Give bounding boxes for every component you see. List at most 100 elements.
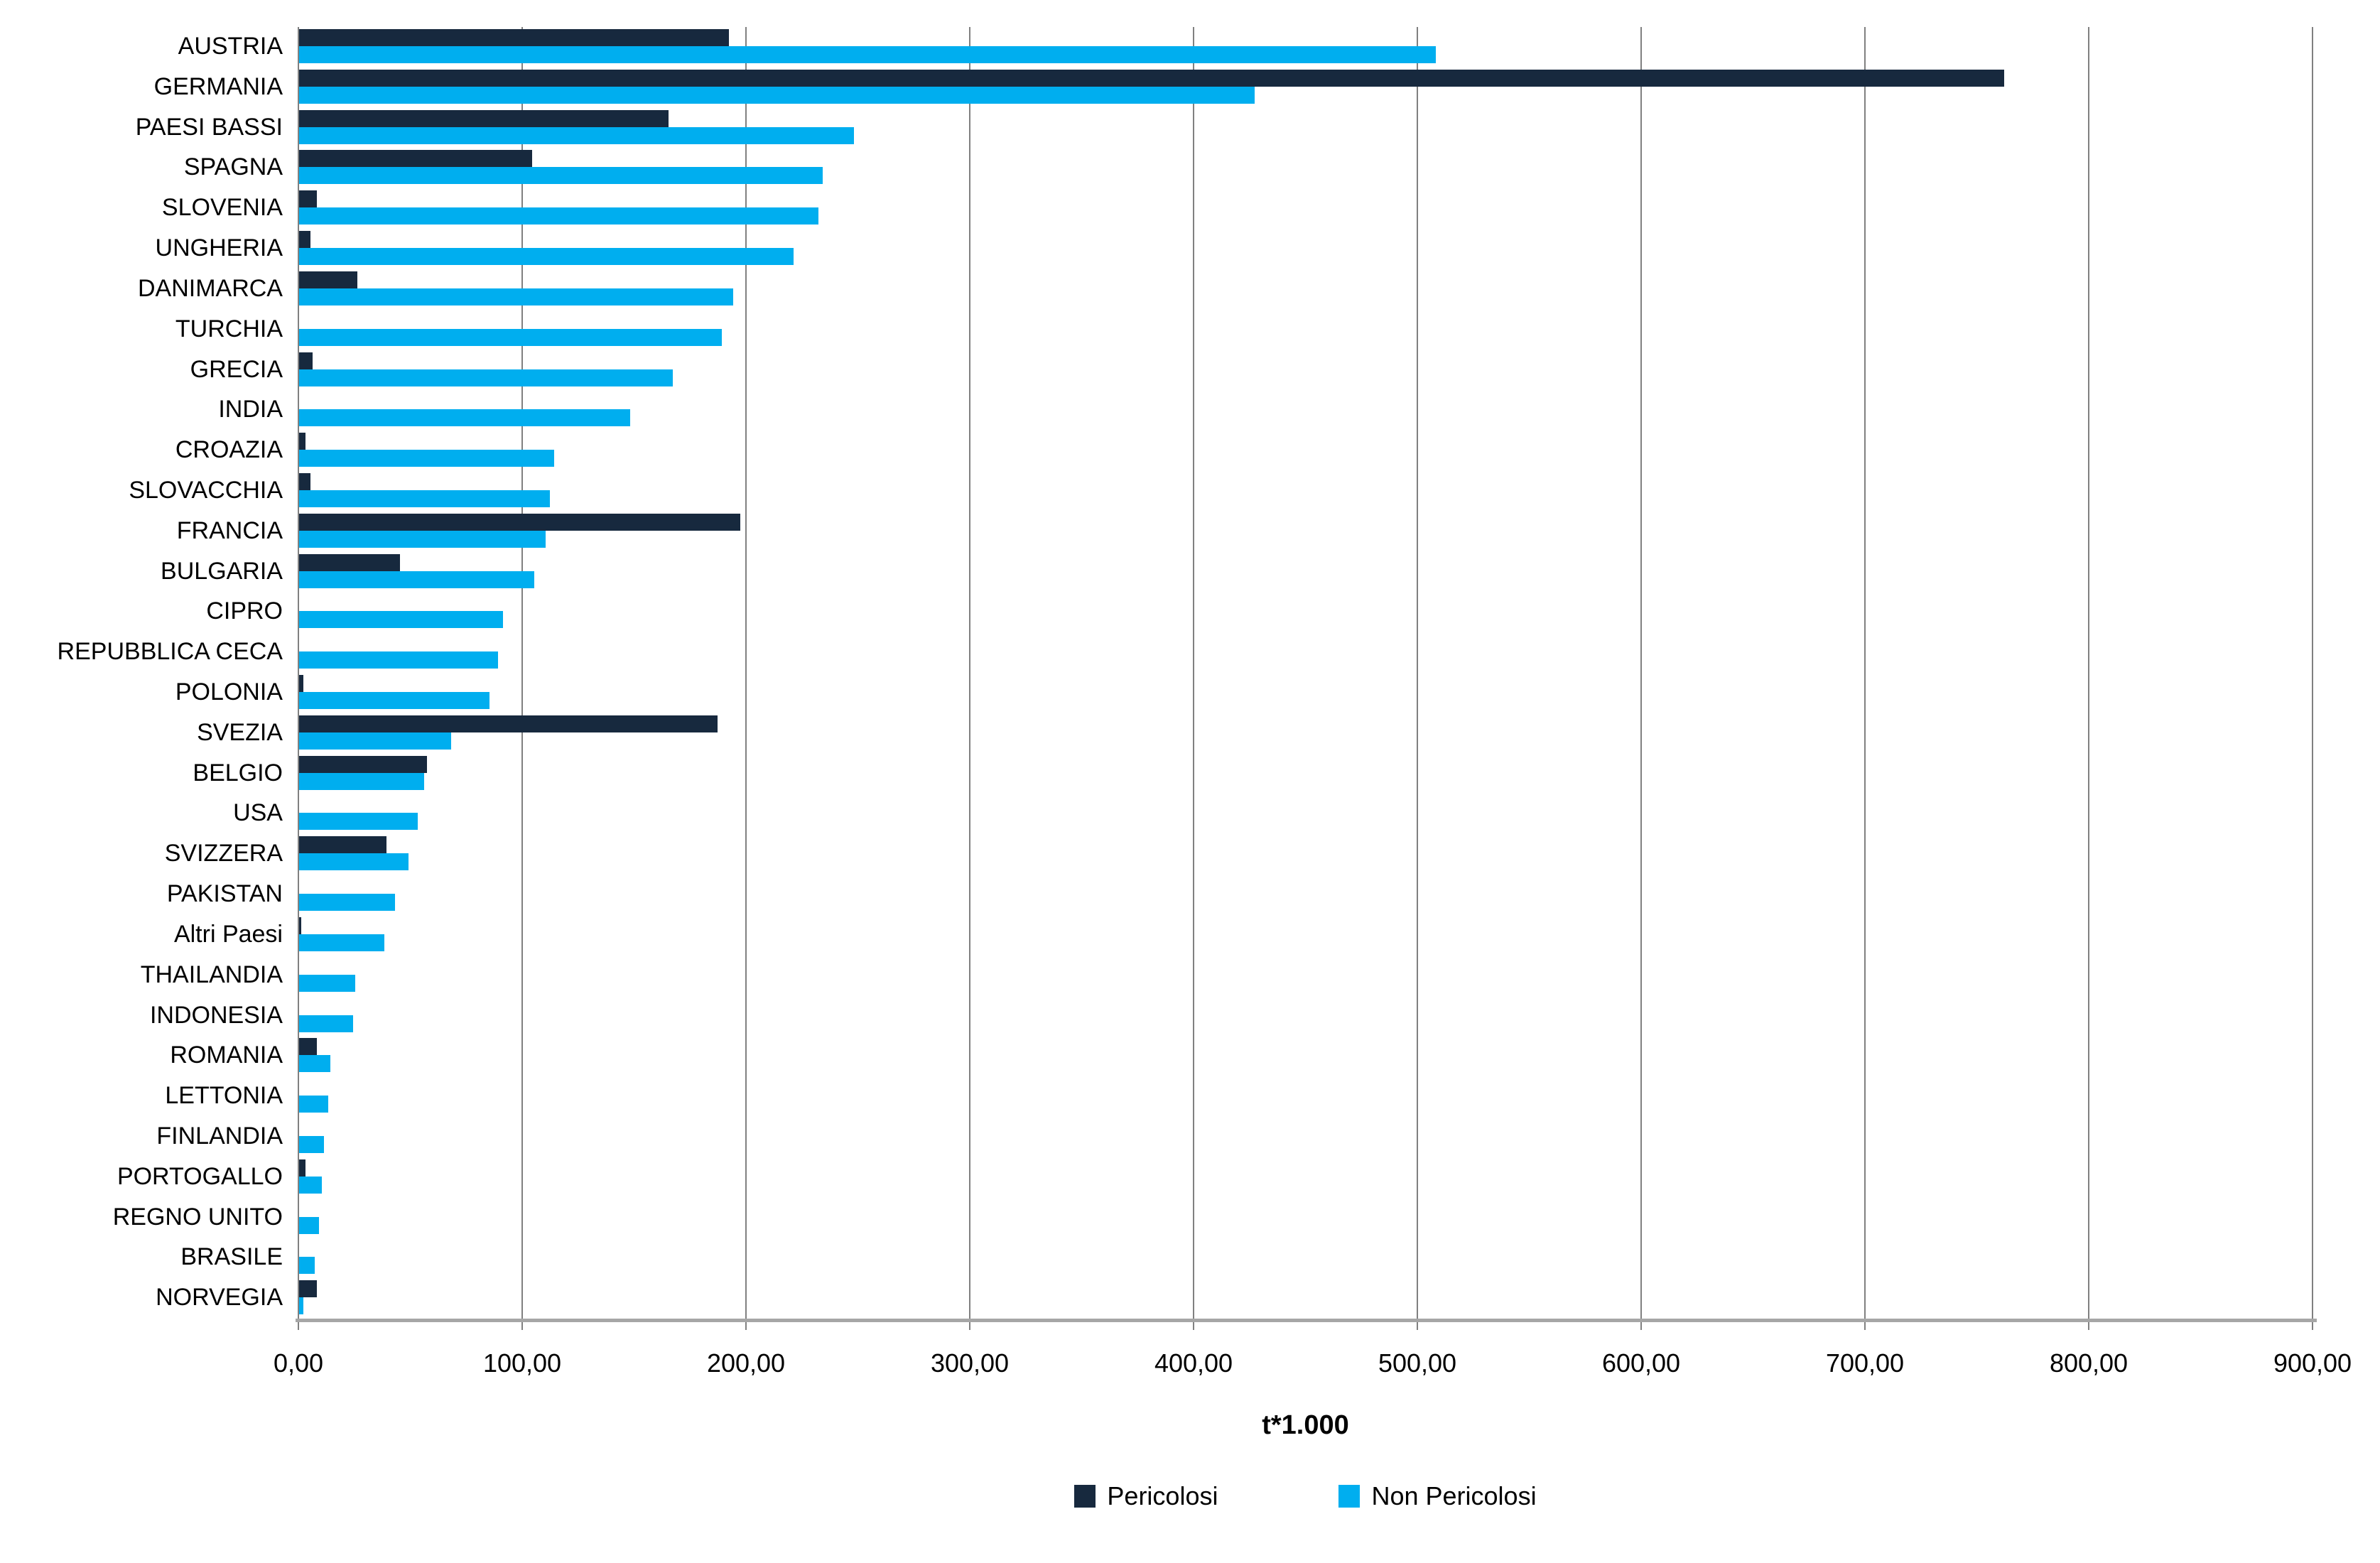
bar-non-pericolosi-india xyxy=(299,409,631,427)
category-label-austria: AUSTRIA xyxy=(178,33,283,60)
legend-item-pericolosi: Pericolosi xyxy=(1074,1481,1218,1511)
category-label-romania: ROMANIA xyxy=(170,1042,283,1069)
x-tick-900 xyxy=(2312,1319,2313,1330)
bar-pericolosi-danimarca xyxy=(299,271,357,288)
bar-pericolosi-romania xyxy=(299,1038,318,1056)
bar-pericolosi-grecia xyxy=(299,352,313,369)
bar-non-pericolosi-francia xyxy=(299,530,546,548)
bar-non-pericolosi-slovenia xyxy=(299,207,818,225)
category-label-lettonia: LETTONIA xyxy=(165,1082,283,1110)
category-label-ungheria: UNGHERIA xyxy=(155,234,283,262)
legend: Pericolosi Non Pericolosi xyxy=(298,1481,2313,1511)
bar-pericolosi-ungheria xyxy=(299,231,310,249)
legend-swatch-non-pericolosi xyxy=(1338,1485,1361,1508)
bar-pericolosi-portogallo xyxy=(299,1159,306,1177)
bar-non-pericolosi-cipro xyxy=(299,611,503,629)
category-label-brasile: BRASILE xyxy=(180,1243,283,1271)
bar-non-pericolosi-croazia xyxy=(299,450,555,467)
bar-pericolosi-croazia xyxy=(299,433,306,450)
category-label-norvegia: NORVEGIA xyxy=(156,1284,283,1311)
x-tick-label-100: 100,00 xyxy=(482,1348,562,1378)
legend-item-non-pericolosi: Non Pericolosi xyxy=(1338,1481,1537,1511)
x-tick-label-500: 500,00 xyxy=(1378,1348,1457,1378)
x-axis-line xyxy=(296,1319,2317,1322)
category-label-slovacchia: SLOVACCHIA xyxy=(129,476,283,504)
bar-non-pericolosi-danimarca xyxy=(299,288,734,305)
bar-pericolosi-belgio xyxy=(299,755,427,773)
bar-non-pericolosi-bulgaria xyxy=(299,570,534,588)
bar-non-pericolosi-svezia xyxy=(299,732,452,750)
bar-pericolosi-germania xyxy=(299,69,2005,87)
bar-non-pericolosi-ungheria xyxy=(299,248,794,266)
bar-non-pericolosi-austria xyxy=(299,46,1437,63)
bar-pericolosi-paesi-bassi xyxy=(299,109,669,127)
gridline-800 xyxy=(2088,27,2089,1319)
bar-non-pericolosi-paesi-bassi xyxy=(299,126,855,144)
category-label-belgio: BELGIO xyxy=(193,759,283,786)
x-tick-800 xyxy=(2088,1319,2089,1330)
bar-non-pericolosi-spagna xyxy=(299,167,823,185)
gridline-400 xyxy=(1193,27,1194,1319)
x-tick-label-0: 0,00 xyxy=(273,1348,324,1378)
x-tick-100 xyxy=(521,1319,523,1330)
category-label-cipro: CIPRO xyxy=(206,597,283,625)
x-tick-label-200: 200,00 xyxy=(706,1348,786,1378)
gridline-700 xyxy=(1864,27,1866,1319)
bar-non-pericolosi-portogallo xyxy=(299,1176,322,1194)
category-label-germania: GERMANIA xyxy=(153,72,283,100)
category-label-croazia: CROAZIA xyxy=(175,436,283,464)
bar-pericolosi-svizzera xyxy=(299,836,386,854)
category-label-finlandia: FINLANDIA xyxy=(156,1122,283,1150)
category-label-grecia: GRECIA xyxy=(190,355,283,383)
legend-label-non-pericolosi: Non Pericolosi xyxy=(1371,1481,1537,1510)
bar-pericolosi-austria xyxy=(299,29,729,46)
gridline-100 xyxy=(521,27,523,1319)
bar-non-pericolosi-norvegia xyxy=(299,1297,304,1315)
category-label-slovenia: SLOVENIA xyxy=(161,194,283,222)
bar-pericolosi-polonia xyxy=(299,675,304,692)
bar-non-pericolosi-brasile xyxy=(299,1257,315,1275)
bar-pericolosi-slovenia xyxy=(299,190,318,208)
bar-non-pericolosi-pakistan xyxy=(299,894,396,912)
gridline-900 xyxy=(2312,27,2313,1319)
category-label-svezia: SVEZIA xyxy=(197,718,283,746)
bar-pericolosi-francia xyxy=(299,513,740,531)
category-label-turchia: TURCHIA xyxy=(175,315,283,342)
legend-swatch-pericolosi xyxy=(1074,1485,1096,1508)
gridline-600 xyxy=(1640,27,1642,1319)
gridline-300 xyxy=(969,27,970,1319)
category-label-spagna: SPAGNA xyxy=(183,153,283,181)
bar-non-pericolosi-usa xyxy=(299,813,418,831)
bar-pericolosi-spagna xyxy=(299,150,532,168)
gridline-0 xyxy=(298,27,299,1319)
category-label-indonesia: INDONESIA xyxy=(149,1001,283,1029)
bar-pericolosi-slovacchia xyxy=(299,472,310,490)
category-label-altri-paesi: Altri Paesi xyxy=(173,920,283,948)
gridline-200 xyxy=(745,27,747,1319)
x-tick-300 xyxy=(969,1319,970,1330)
category-label-repubblica-ceca: REPUBBLICA CECA xyxy=(57,638,283,666)
x-tick-500 xyxy=(1417,1319,1418,1330)
bar-non-pericolosi-polonia xyxy=(299,692,489,709)
category-label-india: INDIA xyxy=(218,396,283,423)
x-tick-label-300: 300,00 xyxy=(930,1348,1010,1378)
category-label-pakistan: PAKISTAN xyxy=(166,880,283,908)
bar-pericolosi-norvegia xyxy=(299,1280,318,1298)
bar-non-pericolosi-regno-unito xyxy=(299,1216,320,1234)
category-label-francia: FRANCIA xyxy=(176,517,283,544)
category-label-thailandia: THAILANDIA xyxy=(140,961,283,988)
category-label-polonia: POLONIA xyxy=(175,678,283,705)
bar-pericolosi-altri-paesi xyxy=(299,916,302,934)
bar-non-pericolosi-lettonia xyxy=(299,1096,328,1113)
x-tick-200 xyxy=(745,1319,747,1330)
category-label-regno-unito: REGNO UNITO xyxy=(112,1203,283,1231)
x-tick-label-400: 400,00 xyxy=(1154,1348,1233,1378)
bar-non-pericolosi-turchia xyxy=(299,328,723,346)
bar-pericolosi-svezia xyxy=(299,715,718,732)
category-label-bulgaria: BULGARIA xyxy=(161,557,283,585)
gridline-500 xyxy=(1417,27,1418,1319)
x-tick-0 xyxy=(298,1319,299,1330)
bar-non-pericolosi-thailandia xyxy=(299,974,355,992)
bar-non-pericolosi-grecia xyxy=(299,369,674,386)
